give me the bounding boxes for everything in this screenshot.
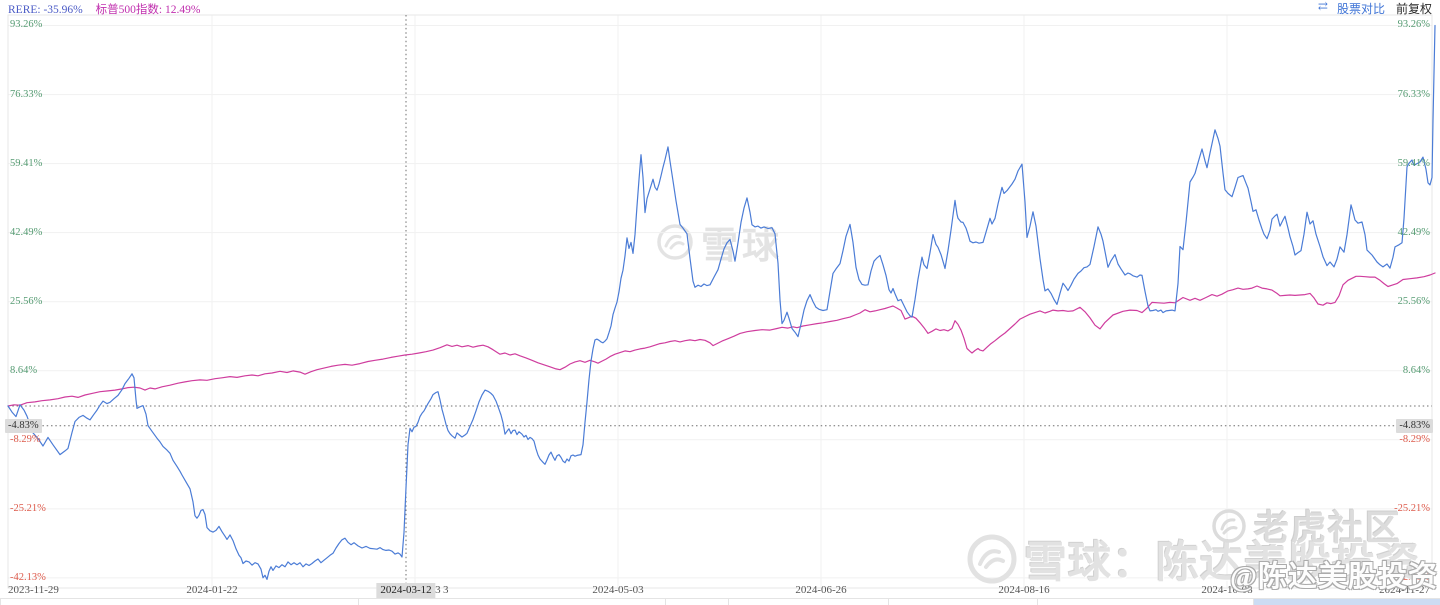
author-handle-watermark: @陈达美股投资 [1230, 561, 1438, 593]
sp500-line [7, 272, 1436, 407]
y-tick-label-right: 93.26% [1397, 19, 1430, 30]
y-tick-label-left: -42.13% [10, 572, 46, 583]
xueqiu-logo-icon [967, 534, 1017, 584]
tiger-logo-icon [1212, 508, 1246, 543]
bottom-strip-cell[interactable] [888, 599, 1037, 605]
x-tick-label: 2024-11-27 [1379, 584, 1430, 596]
chart-toolbar: ⇄ 股票对比 前复权 [1318, 0, 1432, 17]
bottom-strip-cell[interactable] [358, 599, 665, 605]
bottom-strip-cell[interactable] [728, 599, 888, 605]
plot-border [7, 14, 1433, 589]
watermark-text: 老虎社区 [1254, 509, 1403, 548]
tiger-community-watermark: 老虎社区 [1210, 500, 1402, 551]
y-tick-label-left: 8.64% [10, 365, 38, 376]
rere-line [7, 24, 1436, 580]
x-tick-label: 2024-06-26 [795, 584, 847, 596]
y-tick-label-left: -8.29% [10, 434, 41, 445]
y-tick-label-left: 25.56% [10, 296, 43, 307]
y-tick-label-right: 8.64% [1402, 365, 1430, 376]
y-tick-label-right: -8.29% [1399, 434, 1430, 445]
y-tick-label-left: 76.33% [10, 89, 43, 100]
bottom-strip [0, 598, 1440, 605]
legend-item-rere[interactable]: RERE: -35.96% [8, 4, 83, 16]
y-tick-label-left: 59.41% [10, 158, 43, 169]
x-tick-label: 2024-08-16 [998, 584, 1050, 596]
bottom-strip-cell[interactable] [665, 599, 728, 605]
bottom-strip-cell-highlighted[interactable] [1253, 599, 1440, 605]
crosshair-date-label: 2024-03-12 [376, 583, 436, 598]
x-tick-label: 2024-01-22 [186, 584, 238, 596]
y-tick-label-left: -25.21% [10, 503, 46, 514]
crosshair-value-label-right: -4.83% [1396, 418, 1433, 433]
legend-item-sp500[interactable]: 标普500指数: 12.49% [95, 4, 201, 16]
y-tick-label-right: 59.41% [1397, 158, 1430, 169]
y-tick-label-right: 76.33% [1397, 89, 1430, 100]
y-tick-label-left: 93.26% [10, 19, 43, 30]
stock-compare-button[interactable]: 股票对比 [1336, 2, 1385, 16]
crosshair-value-label-left: -4.83% [5, 418, 42, 433]
compare-swap-icon[interactable]: ⇄ [1317, 0, 1328, 13]
y-tick-label-right: -42.13% [1394, 572, 1430, 583]
covered-tick-remainder: 3 [443, 584, 449, 596]
chart-legend: RERE: -35.96% 标普500指数: 12.49% [8, 1, 210, 17]
y-tick-label-right: -25.21% [1394, 503, 1430, 514]
xueqiu-logo-icon [657, 224, 693, 260]
watermark-text: 雪球：陈达美股投资 [1024, 540, 1420, 587]
y-tick-label-right: 42.49% [1397, 227, 1430, 238]
x-tick-label: 2024-10-08 [1201, 584, 1253, 596]
x-tick-label: 2023-11-29 [8, 584, 59, 596]
xueqiu-bottom-watermark: 雪球：陈达美股投资 [966, 528, 1420, 590]
y-tick-label-left: 42.49% [10, 227, 43, 238]
bottom-strip-cell[interactable] [0, 599, 358, 605]
forward-adjusted-toggle[interactable]: 前复权 [1395, 2, 1432, 16]
bottom-strip-cell[interactable] [1037, 599, 1253, 605]
y-tick-label-right: 25.56% [1397, 296, 1430, 307]
x-tick-label: 2024-05-03 [592, 584, 644, 596]
